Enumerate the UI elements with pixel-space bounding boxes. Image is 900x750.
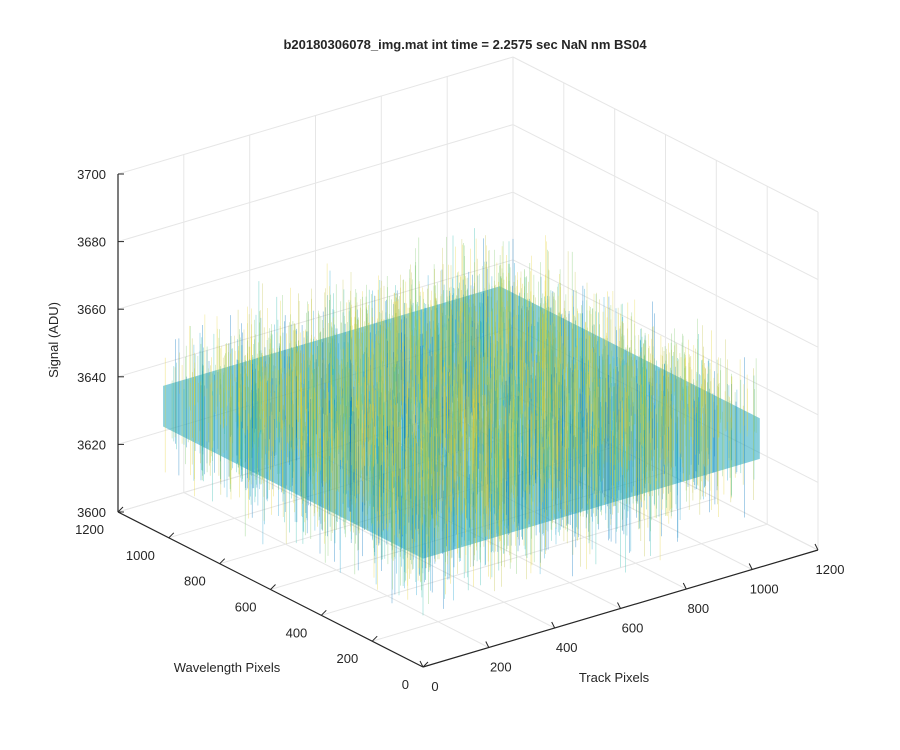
x-tick — [551, 621, 556, 629]
x-tick — [419, 660, 424, 668]
x-tick-label: 600 — [622, 621, 644, 636]
chart-title: b20180306078_img.mat int time = 2.2575 s… — [283, 37, 647, 52]
y-tick-label: 400 — [286, 625, 308, 640]
x-tick-label: 800 — [687, 601, 709, 616]
x-tick-label: 400 — [556, 640, 578, 655]
z-tick-label: 3640 — [77, 370, 106, 385]
y-tick-label: 800 — [184, 574, 206, 589]
y-tick — [422, 661, 429, 668]
z-tick-label: 3700 — [77, 167, 106, 182]
y-tick — [168, 532, 175, 539]
y-axis-label: Wavelength Pixels — [174, 660, 281, 675]
z-tick-label: 3660 — [77, 302, 106, 317]
y-tick — [219, 558, 226, 565]
gridline-y — [372, 523, 768, 642]
y-tick-label: 1000 — [126, 548, 155, 563]
y-tick-label: 1200 — [75, 522, 104, 537]
y-tick — [117, 506, 124, 513]
x-tick-label: 0 — [431, 679, 438, 694]
x-tick-label: 1200 — [816, 562, 845, 577]
y-tick-label: 200 — [336, 651, 358, 666]
x-tick — [748, 563, 753, 570]
z-tick-label: 3620 — [77, 437, 106, 452]
axes-lines — [117, 173, 819, 668]
y-tick — [270, 584, 276, 590]
surface-mesh — [163, 228, 760, 616]
z-axis-label: Signal (ADU) — [46, 302, 61, 378]
x-tick — [485, 641, 490, 648]
y-tick — [320, 609, 327, 616]
y-tick — [371, 635, 378, 642]
x-tick-label: 1000 — [750, 582, 779, 597]
x-axis-label: Track Pixels — [579, 670, 650, 685]
x-tick — [814, 543, 819, 551]
x-tick — [682, 582, 687, 590]
z-tick-label: 3680 — [77, 235, 106, 250]
y-tick-label: 600 — [235, 600, 257, 615]
z-tick-label: 3600 — [77, 505, 106, 520]
tick-labels: 0 200 400 600 800 1000 1200 0 200 400 600 800 1000 12… — [75, 167, 844, 694]
y-tick-label: 0 — [402, 677, 409, 692]
x-tick — [617, 602, 621, 609]
x-tick-label: 200 — [490, 660, 512, 675]
